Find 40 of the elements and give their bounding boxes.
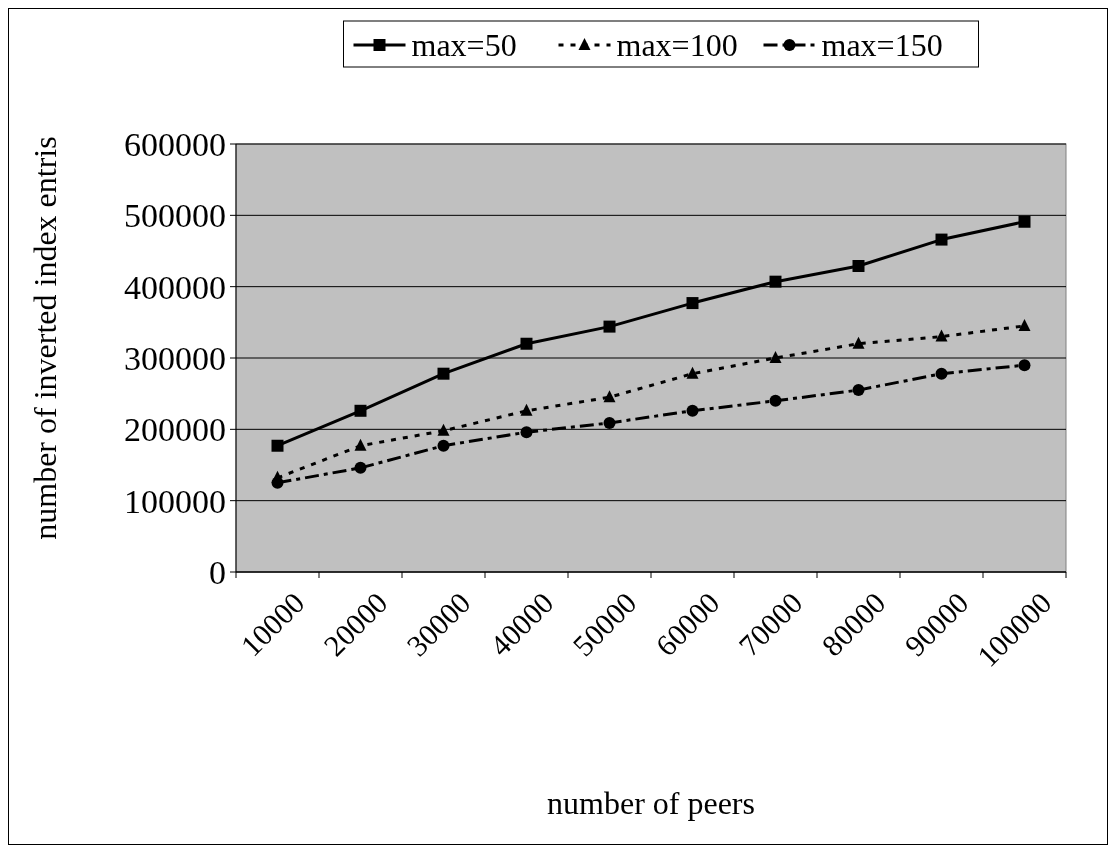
point	[686, 404, 699, 417]
point	[437, 367, 450, 380]
point	[354, 404, 367, 417]
point	[852, 336, 865, 349]
point	[1018, 359, 1031, 372]
point	[520, 426, 533, 439]
point	[354, 438, 367, 451]
y-tick-label: 400000	[124, 268, 226, 306]
point	[520, 337, 533, 350]
point	[852, 259, 865, 272]
point	[603, 416, 616, 429]
y-tick-label: 500000	[124, 197, 226, 235]
y-tick-label: 200000	[124, 411, 226, 449]
point	[1018, 215, 1031, 228]
point	[1018, 318, 1031, 331]
point	[769, 394, 782, 407]
y-tick-label: 0	[209, 553, 226, 591]
point	[935, 367, 948, 380]
legend-label: max=100	[616, 27, 738, 64]
y-tick-label: 600000	[124, 125, 226, 163]
legend-label: max=150	[821, 27, 943, 64]
point	[603, 320, 616, 333]
y-tick-label: 300000	[124, 339, 226, 377]
point	[769, 275, 782, 288]
legend-label: max=50	[411, 27, 517, 64]
point	[437, 423, 450, 436]
point	[852, 384, 865, 397]
y-axis-title: number of inverted index entris	[27, 136, 63, 540]
point	[686, 366, 699, 379]
point	[437, 439, 450, 452]
x-axis-title: number of peers	[547, 785, 755, 821]
point	[935, 233, 948, 246]
point	[354, 461, 367, 474]
point	[769, 351, 782, 363]
point	[271, 439, 284, 452]
point	[603, 390, 616, 403]
y-tick-label: 100000	[124, 482, 226, 520]
point	[935, 329, 948, 342]
point	[520, 403, 533, 416]
point	[686, 297, 699, 310]
